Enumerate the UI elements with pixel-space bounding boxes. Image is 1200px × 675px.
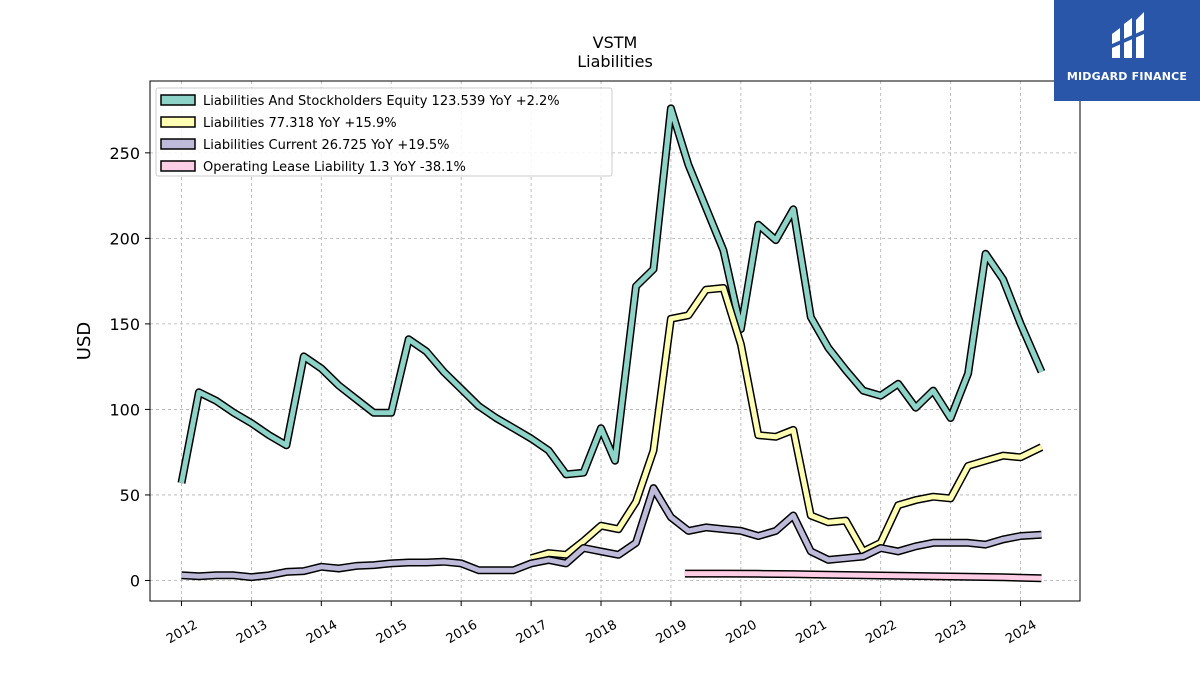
legend-entry: Liabilities And Stockholders Equity 123.… xyxy=(203,94,560,109)
axis-ticks: 0 50 100 150 200 250 2012 2013 2014 2015 2016 2017 2… xyxy=(109,144,1039,647)
y-tick-label: 0 xyxy=(130,571,140,590)
legend-swatch xyxy=(160,138,196,150)
y-tick-label: 200 xyxy=(109,229,140,248)
y-tick-label: 150 xyxy=(109,315,140,334)
series-line-3 xyxy=(684,571,1042,581)
y-tick-label: 50 xyxy=(120,486,140,505)
legend-entry: Liabilities Current 26.725 YoY +19.5% xyxy=(203,138,450,153)
x-tick-label: 2018 xyxy=(584,618,620,648)
legend-swatch xyxy=(160,116,196,128)
legend-box xyxy=(155,87,613,177)
y-axis-label: USD xyxy=(74,322,95,360)
midgard-mark-icon xyxy=(1112,12,1144,58)
legend-entry: Operating Lease Liability 1.3 YoY -38.1% xyxy=(203,160,466,175)
brand-logo: MIDGARD FINANCE xyxy=(1054,0,1200,101)
x-tick-label: 2024 xyxy=(1003,618,1039,648)
x-tick-label: 2012 xyxy=(164,618,200,648)
y-tick-label: 100 xyxy=(109,400,140,419)
legend: Liabilities And Stockholders Equity 123.… xyxy=(155,87,613,177)
plot-frame xyxy=(149,80,1081,602)
x-tick-label: 2015 xyxy=(374,618,410,648)
series-line-1 xyxy=(530,285,1043,561)
brand-name: MIDGARD FINANCE xyxy=(1066,70,1188,83)
x-tick-label: 2016 xyxy=(444,618,480,648)
chart-title: VSTM xyxy=(593,33,638,52)
x-tick-label: 2017 xyxy=(514,618,550,648)
series-lines xyxy=(177,104,1046,583)
x-tick-label: 2022 xyxy=(863,618,899,648)
chart-subtitle: Liabilities xyxy=(577,52,653,71)
x-tick-label: 2014 xyxy=(304,618,340,648)
x-tick-label: 2020 xyxy=(724,618,760,648)
series-line-2 xyxy=(181,485,1042,580)
x-tick-label: 2013 xyxy=(234,618,270,648)
x-tick-label: 2023 xyxy=(933,618,969,648)
series-line-0 xyxy=(179,105,1044,484)
legend-swatch xyxy=(160,94,196,106)
y-tick-label: 250 xyxy=(109,144,140,163)
legend-entry: Liabilities 77.318 YoY +15.9% xyxy=(203,116,397,131)
x-tick-label: 2019 xyxy=(654,618,690,648)
x-tick-label: 2021 xyxy=(793,618,829,648)
legend-swatch xyxy=(160,160,196,172)
